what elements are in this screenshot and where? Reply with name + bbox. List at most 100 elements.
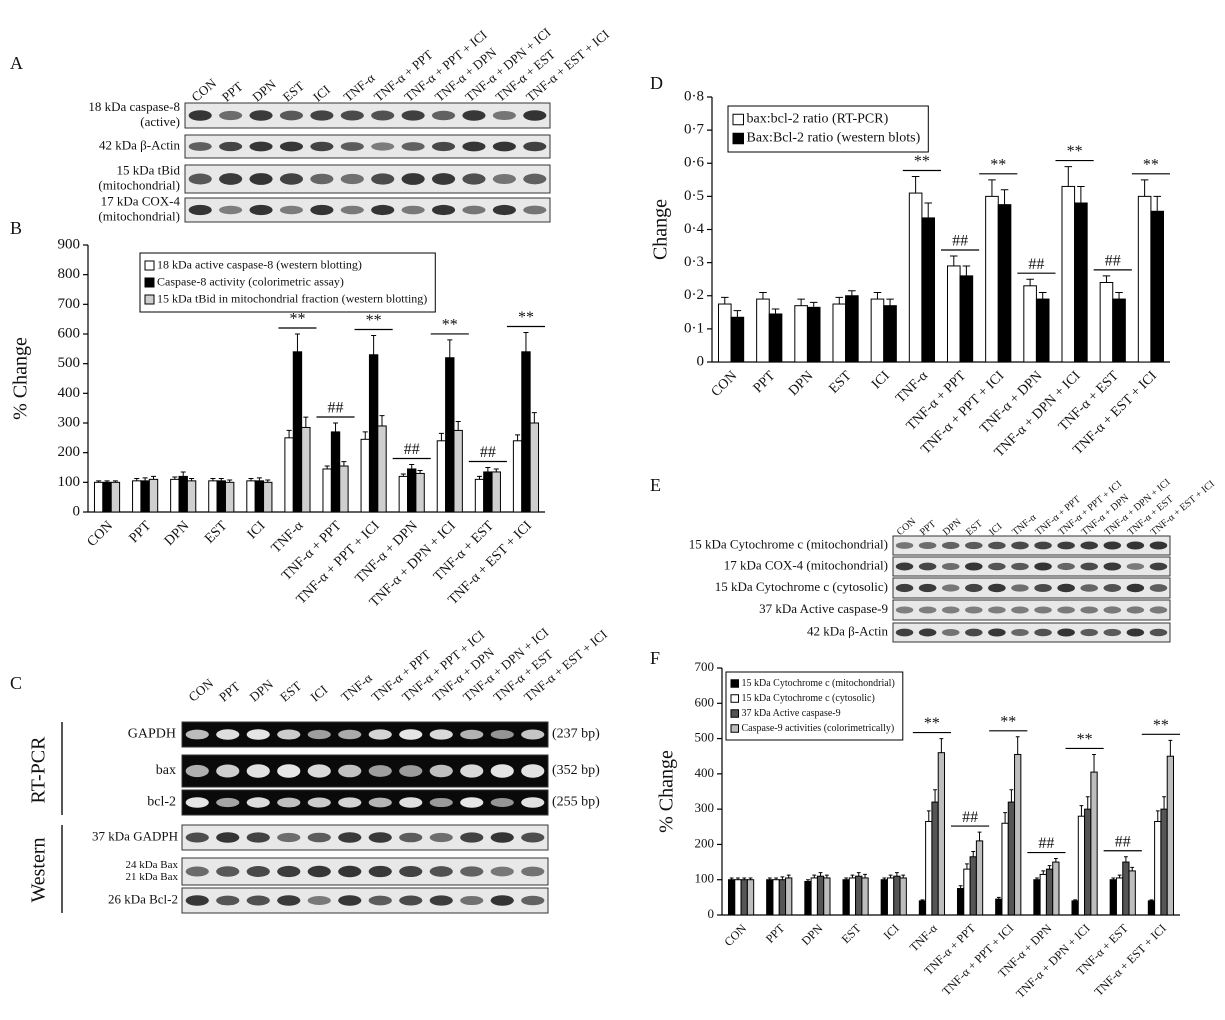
- band: [430, 798, 453, 807]
- band: [1150, 629, 1168, 637]
- bar: [1100, 283, 1113, 363]
- bar: [285, 438, 293, 512]
- band: [1011, 606, 1029, 613]
- x-tick-label: DPN: [786, 368, 816, 398]
- band: [460, 730, 483, 740]
- error-bar: [1054, 859, 1058, 863]
- error-bar: [287, 430, 292, 437]
- error-bar: [1086, 797, 1090, 809]
- bar: [996, 899, 1002, 915]
- bar: [919, 901, 925, 915]
- legend-label: 15 kDa Cytochrome c (cytosolic): [742, 693, 875, 704]
- band: [493, 142, 516, 152]
- bar: [747, 880, 753, 915]
- error-bar: [1016, 737, 1020, 755]
- band: [280, 206, 303, 215]
- panel-label: A: [10, 53, 23, 73]
- band: [493, 205, 516, 215]
- annotation: ##: [1105, 253, 1121, 270]
- bar: [909, 193, 922, 362]
- row-label: 42 kDa β-Actin: [807, 623, 888, 638]
- band: [1057, 584, 1075, 592]
- annotation: **: [442, 317, 458, 334]
- y-tick-label: 0·2: [684, 287, 704, 303]
- error-bar: [181, 472, 186, 476]
- band: [1150, 563, 1168, 571]
- y-tick-label: 300: [58, 414, 81, 430]
- row-label: 15 kDa tBid: [116, 162, 180, 177]
- y-tick-label: 200: [695, 835, 715, 850]
- band: [338, 832, 361, 842]
- bar: [731, 317, 744, 362]
- error-bar: [924, 203, 932, 218]
- bar: [94, 482, 102, 512]
- row-label: 15 kDa Cytochrome c (cytosolic): [715, 579, 888, 594]
- bar: [846, 296, 859, 362]
- error-bar: [1001, 190, 1009, 205]
- error-bar: [532, 413, 537, 423]
- band: [521, 833, 544, 843]
- error-bar: [857, 873, 861, 877]
- band: [338, 730, 361, 739]
- legend-label: 15 kDa Cytochrome c (mitochondrial): [742, 678, 895, 689]
- panel-label: F: [650, 648, 660, 668]
- row-label: 26 kDa Bcl-2: [108, 891, 178, 906]
- x-tick-label: EST: [826, 368, 855, 397]
- bar: [1091, 772, 1097, 915]
- error-bar: [819, 873, 823, 877]
- error-bar: [1141, 180, 1149, 197]
- error-bar: [721, 297, 729, 304]
- legend-label: Caspase-8 activity (colorimetric assay): [157, 274, 344, 288]
- error-bar: [295, 334, 300, 352]
- band: [247, 896, 270, 906]
- bar: [767, 880, 773, 915]
- band: [896, 542, 914, 549]
- lane-label: EST: [277, 678, 304, 704]
- y-tick-label: 500: [58, 355, 81, 371]
- legend-swatch: [731, 680, 739, 688]
- bar: [947, 266, 960, 362]
- bar: [856, 876, 862, 915]
- band: [432, 173, 455, 185]
- band: [491, 798, 514, 807]
- bar: [1155, 821, 1161, 915]
- lane-label: DPN: [246, 676, 276, 705]
- group-label: RT-PCR: [28, 736, 50, 804]
- error-bar: [485, 468, 490, 472]
- bar: [369, 355, 377, 512]
- bar: [1040, 874, 1046, 915]
- legend-label: bax:bcl-2 ratio (RT-PCR): [747, 112, 889, 127]
- bar: [1046, 869, 1052, 915]
- y-tick-label: 100: [695, 871, 715, 886]
- band: [523, 142, 546, 151]
- band-size: (237 bp): [552, 727, 600, 742]
- x-tick-label: PPT: [763, 921, 788, 946]
- band: [491, 867, 514, 877]
- band: [432, 111, 455, 120]
- row-label: (active): [140, 114, 180, 129]
- band: [189, 110, 212, 121]
- bar: [884, 306, 897, 362]
- band: [460, 896, 483, 905]
- band: [1104, 584, 1122, 592]
- band: [247, 832, 270, 842]
- bar: [1129, 871, 1135, 915]
- band: [338, 895, 361, 906]
- band: [216, 896, 239, 906]
- band: [249, 142, 272, 152]
- x-tick-label: TNF-α: [907, 921, 941, 955]
- bar: [1110, 880, 1116, 915]
- y-tick-label: 700: [695, 659, 715, 674]
- bar: [1085, 809, 1091, 915]
- annotation: **: [1067, 143, 1083, 160]
- error-bar: [515, 435, 520, 441]
- band: [1057, 628, 1075, 636]
- bar: [1167, 756, 1173, 915]
- band: [430, 895, 453, 905]
- bar: [141, 481, 149, 512]
- band: [521, 764, 544, 777]
- y-tick-label: 0: [697, 353, 705, 369]
- annotation: **: [1000, 713, 1016, 730]
- band: [1034, 542, 1052, 550]
- legend-swatch: [145, 261, 154, 270]
